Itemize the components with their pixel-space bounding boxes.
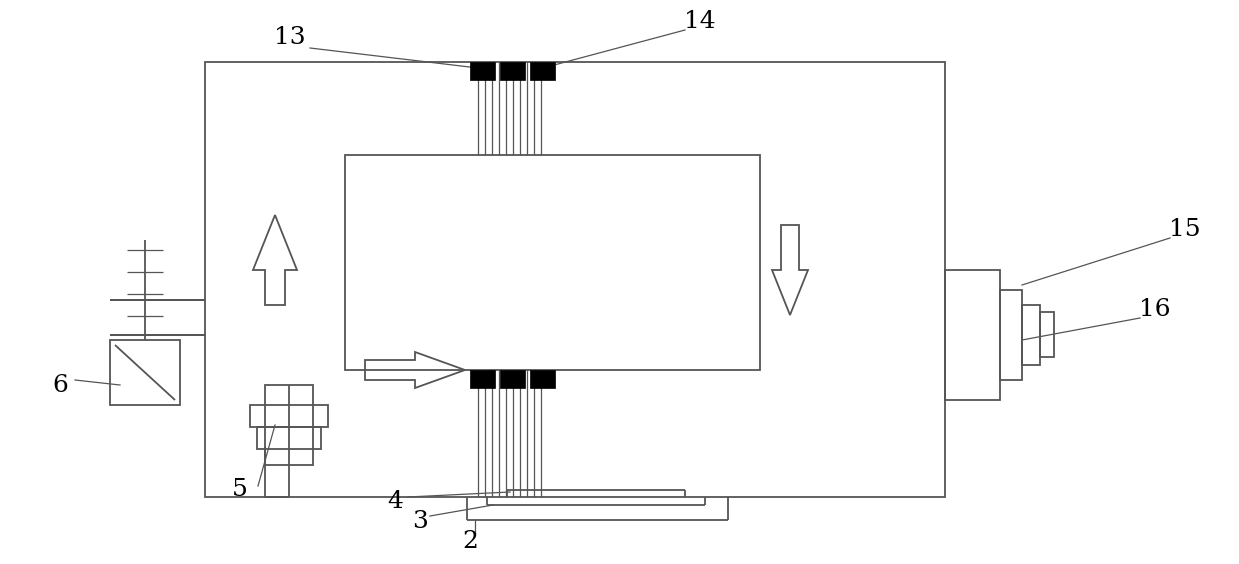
Bar (250, 405, 328, 427)
Bar (204, 62, 945, 497)
Bar (501, 62, 525, 80)
Bar (110, 340, 180, 405)
Bar (265, 385, 313, 465)
Bar (470, 370, 496, 388)
Text: 3: 3 (413, 510, 427, 534)
Bar (530, 370, 555, 388)
Bar (1000, 290, 1022, 380)
Bar (945, 270, 1000, 400)
Text: 13: 13 (274, 27, 306, 50)
Text: 6: 6 (52, 373, 68, 396)
Text: 2: 2 (462, 531, 478, 553)
Text: 16: 16 (1139, 298, 1171, 321)
Bar (344, 155, 760, 370)
Bar (1022, 305, 1040, 365)
Text: 4: 4 (387, 491, 403, 513)
Text: 14: 14 (684, 11, 716, 33)
Bar (501, 370, 525, 388)
Text: 15: 15 (1170, 218, 1201, 241)
Bar (1040, 312, 1054, 357)
Bar (256, 427, 321, 449)
Bar (530, 62, 555, 80)
Text: 5: 5 (232, 478, 248, 501)
Bar (470, 62, 496, 80)
